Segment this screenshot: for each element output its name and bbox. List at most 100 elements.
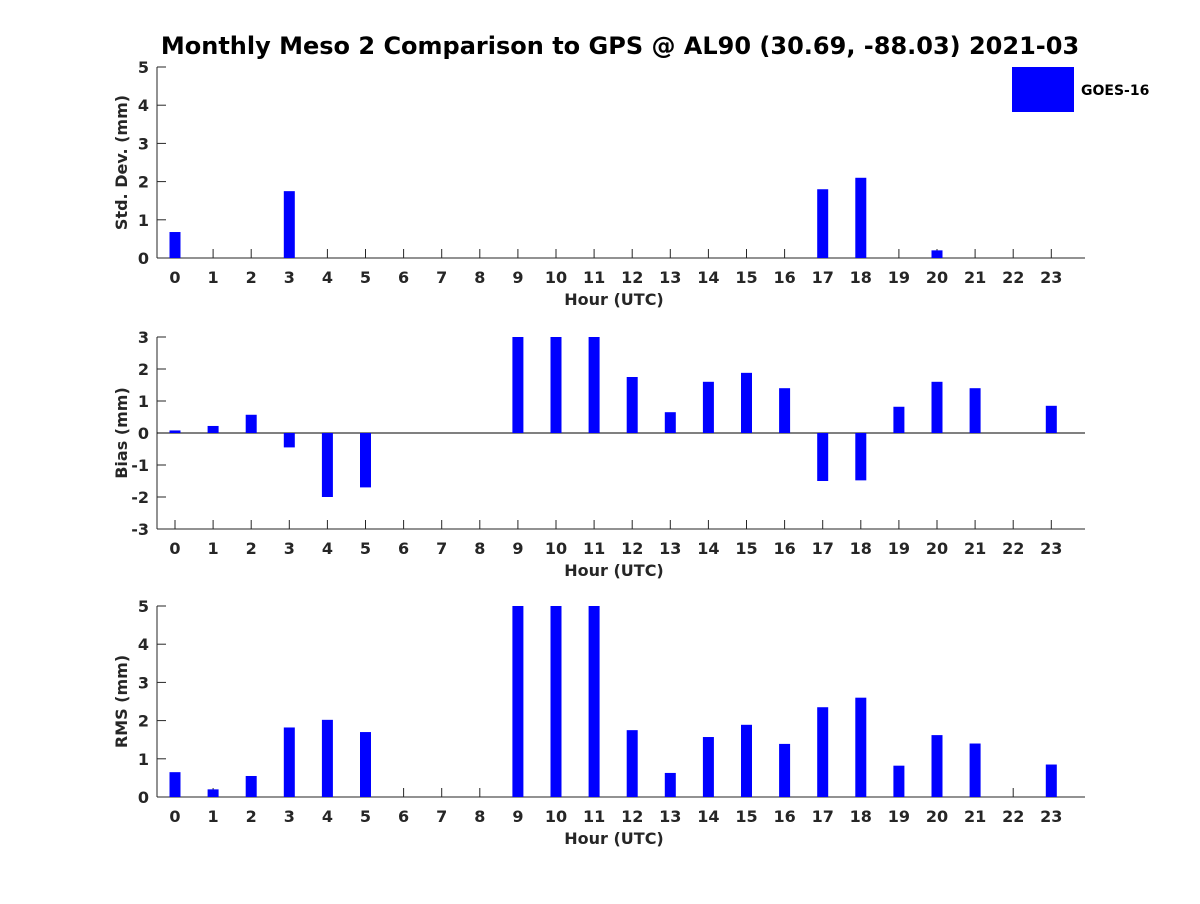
bar-bias-14 [702, 381, 714, 433]
x-tick-label: 13 [659, 807, 681, 826]
x-tick-label: 4 [322, 807, 333, 826]
bar-rms-1 [207, 789, 219, 797]
bar-bias-11 [588, 337, 600, 433]
bar-rms-23 [1045, 764, 1057, 797]
x-tick-label: 1 [208, 807, 219, 826]
x-tick-label: 1 [208, 539, 219, 558]
y-tick-label: 2 [138, 712, 149, 731]
y-tick-label: 0 [138, 249, 149, 268]
x-tick-label: 5 [360, 807, 371, 826]
x-tick-label: 17 [812, 268, 834, 287]
bar-bias-10 [550, 337, 562, 433]
x-tick-label: 17 [812, 807, 834, 826]
y-tick-label: 2 [138, 360, 149, 379]
x-tick-label: 22 [1002, 807, 1024, 826]
x-tick-label: 10 [545, 539, 567, 558]
bar-bias-12 [626, 377, 638, 433]
x-tick-label: 7 [436, 807, 447, 826]
x-tick-label: 18 [850, 539, 872, 558]
bar-rms-13 [664, 772, 676, 797]
x-tick-label: 6 [398, 539, 409, 558]
x-tick-label: 8 [474, 268, 485, 287]
x-tick-label: 19 [888, 807, 910, 826]
bar-rms-5 [360, 732, 371, 797]
x-tick-label: 8 [474, 539, 485, 558]
bar-bias-16 [779, 388, 791, 433]
bar-rms-19 [893, 765, 905, 797]
x-tick-label: 18 [850, 807, 872, 826]
bar-stddev-0 [169, 232, 181, 258]
x-tick-label: 22 [1002, 268, 1024, 287]
y-tick-label: 3 [138, 134, 149, 153]
x-tick-label: 12 [621, 268, 643, 287]
y-tick-label: 0 [138, 424, 149, 443]
y-tick-label: -3 [131, 520, 149, 539]
x-tick-label: 3 [284, 539, 295, 558]
bar-bias-19 [893, 406, 905, 433]
bar-bias-1 [207, 425, 219, 433]
x-axis-label: Hour (UTC) [564, 561, 664, 580]
x-tick-label: 10 [545, 268, 567, 287]
x-tick-label: 9 [512, 268, 523, 287]
bar-bias-2 [245, 414, 257, 433]
x-tick-label: 10 [545, 807, 567, 826]
x-tick-label: 19 [888, 539, 910, 558]
bar-bias-21 [969, 388, 981, 433]
x-tick-label: 3 [284, 807, 295, 826]
x-tick-label: 20 [926, 268, 948, 287]
bar-bias-3 [283, 433, 295, 448]
x-tick-label: 3 [284, 268, 295, 287]
bar-rms-14 [702, 737, 714, 797]
y-tick-label: 1 [138, 392, 149, 411]
x-tick-label: 0 [169, 807, 180, 826]
x-tick-label: 14 [697, 807, 719, 826]
bar-stddev-18 [855, 177, 867, 258]
bar-bias-9 [512, 337, 524, 433]
x-tick-label: 15 [735, 539, 757, 558]
y-tick-label: 0 [138, 788, 149, 807]
y-tick-label: 1 [138, 211, 149, 230]
x-tick-label: 19 [888, 268, 910, 287]
x-tick-label: 23 [1040, 268, 1062, 287]
x-tick-label: 6 [398, 807, 409, 826]
x-tick-label: 1 [208, 268, 219, 287]
x-tick-label: 22 [1002, 539, 1024, 558]
x-tick-label: 20 [926, 807, 948, 826]
bar-rms-15 [741, 724, 752, 797]
bar-bias-4 [321, 433, 333, 497]
x-tick-label: 11 [583, 807, 605, 826]
bar-rms-9 [512, 606, 524, 797]
bar-bias-0 [169, 430, 181, 433]
y-tick-label: 2 [138, 173, 149, 192]
x-axis-label: Hour (UTC) [564, 290, 664, 309]
x-tick-label: 11 [583, 539, 605, 558]
x-tick-label: 7 [436, 268, 447, 287]
bar-stddev-20 [931, 250, 943, 258]
bar-rms-18 [855, 697, 867, 797]
y-tick-label: 1 [138, 750, 149, 769]
x-tick-label: 2 [246, 268, 257, 287]
x-axis-label: Hour (UTC) [564, 829, 664, 848]
bar-rms-16 [779, 743, 791, 797]
legend-label: GOES-16 [1081, 83, 1149, 99]
bar-bias-17 [817, 433, 829, 481]
bar-rms-12 [626, 730, 638, 797]
x-tick-label: 16 [773, 268, 795, 287]
x-tick-label: 15 [735, 807, 757, 826]
bar-rms-17 [817, 707, 829, 797]
bar-bias-13 [664, 412, 676, 433]
x-tick-label: 5 [360, 539, 371, 558]
y-tick-label: 4 [138, 635, 149, 654]
y-tick-label: 4 [138, 96, 149, 115]
x-tick-label: 13 [659, 539, 681, 558]
x-tick-label: 5 [360, 268, 371, 287]
x-tick-label: 0 [169, 268, 180, 287]
y-tick-label: 5 [138, 597, 149, 616]
x-tick-label: 8 [474, 807, 485, 826]
y-axis-label: Bias (mm) [112, 387, 131, 479]
bar-bias-23 [1045, 405, 1057, 433]
